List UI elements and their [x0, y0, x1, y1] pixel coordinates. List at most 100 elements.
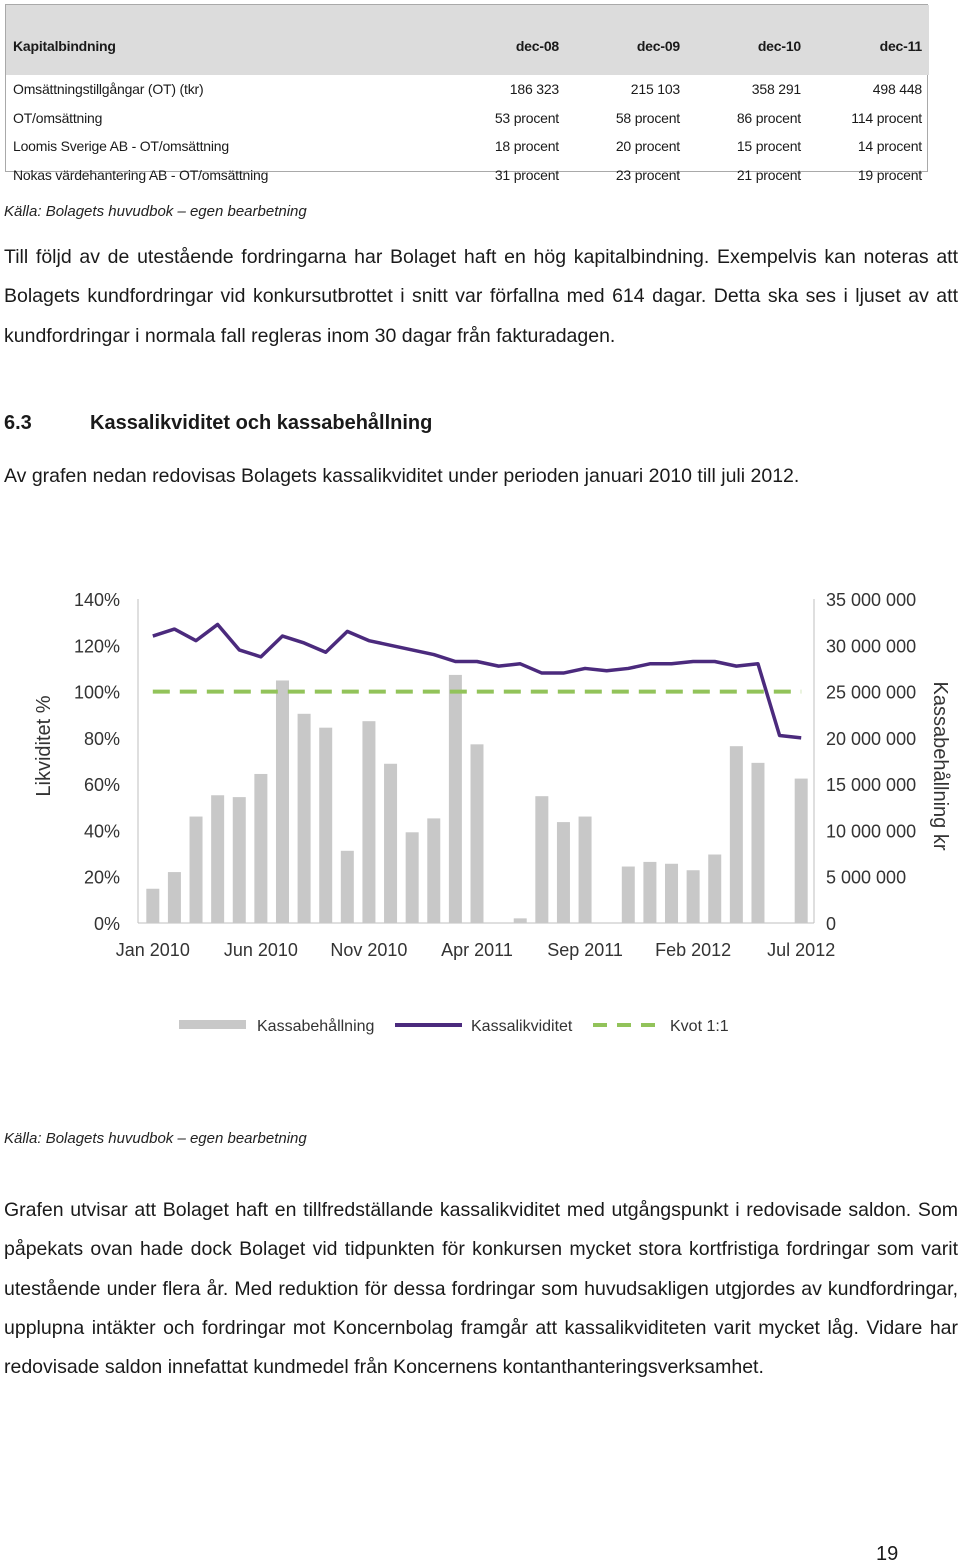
x-axis-tick-label: Feb 2012: [655, 940, 731, 960]
bar-kassabehallning: [535, 796, 549, 923]
table-header-cell: dec-10: [687, 5, 808, 75]
table-cell: 18 procent: [494, 138, 559, 155]
bar-kassabehallning: [621, 866, 635, 923]
bar-kassabehallning: [275, 680, 289, 923]
table-row: OT/omsättning 53 procent 58 procent 86 p…: [6, 104, 929, 133]
table-cell: 186 323: [509, 81, 559, 98]
legend-label: Kassabehållning: [257, 1017, 374, 1035]
x-axis-tick-label: Nov 2010: [330, 940, 407, 960]
x-axis-tick-label: Apr 2011: [441, 940, 513, 960]
right-axis-tick-label: 10 000 000: [826, 821, 916, 841]
bar-kassabehallning: [665, 863, 679, 923]
table-cell: 58 procent: [615, 109, 680, 126]
table-header-cell: dec-09: [566, 5, 687, 75]
table-cell: 86 procent: [736, 109, 801, 126]
bar-kassabehallning: [167, 872, 181, 923]
table-header-cell: dec-11: [808, 5, 929, 75]
table-cell: 14 procent: [857, 138, 922, 155]
x-axis-tick-label: Jun 2010: [224, 940, 298, 960]
left-axis-tick-label: 80%: [84, 729, 120, 749]
table-cell: 114 procent: [851, 109, 922, 126]
table-cell: 358 291: [751, 81, 801, 98]
left-axis-tick-label: 140%: [74, 590, 120, 610]
table-cell: 498 448: [872, 81, 922, 98]
bar-kassabehallning: [405, 832, 419, 923]
right-axis-tick-label: 35 000 000: [826, 590, 916, 610]
table-row: Nokas värdehantering AB - OT/omsättning …: [6, 161, 929, 190]
table-cell: Omsättningstillgångar (OT) (tkr): [13, 81, 204, 98]
bar-kassabehallning: [297, 713, 311, 923]
table-cell: OT/omsättning: [13, 109, 103, 126]
section-number: 6.3: [4, 412, 32, 434]
bar-kassabehallning: [794, 778, 808, 923]
x-axis-tick-label: Jan 2010: [116, 940, 190, 960]
source-note: Källa: Bolagets huvudbok – egen bearbetn…: [4, 1130, 307, 1147]
bar-kassabehallning: [189, 816, 203, 923]
right-axis-tick-label: 20 000 000: [826, 729, 916, 749]
table-grid: Kapitalbindning dec-08 dec-09 dec-10 dec…: [6, 5, 929, 189]
bar-kassabehallning: [556, 822, 570, 923]
right-axis-tick-label: 15 000 000: [826, 775, 916, 795]
table-row: Omsättningstillgångar (OT) (tkr) 186 323…: [6, 75, 929, 104]
table-header-cell: dec-08: [436, 5, 566, 75]
left-axis-tick-label: 60%: [84, 775, 120, 795]
left-axis-tick-label: 20%: [84, 868, 120, 888]
right-axis-tick-label: 30 000 000: [826, 636, 916, 656]
section-heading: 6.3 Kassalikviditet och kassabehållning: [4, 412, 432, 435]
bar-kassabehallning: [751, 762, 765, 923]
table-cell: 215 103: [630, 81, 680, 98]
bar-kassabehallning: [513, 918, 527, 923]
table-header-row: Kapitalbindning dec-08 dec-09 dec-10 dec…: [6, 5, 929, 75]
bar-kassabehallning: [340, 850, 354, 923]
bar-kassabehallning: [146, 888, 160, 923]
table-cell: 53 procent: [494, 109, 559, 126]
bar-kassabehallning: [232, 797, 246, 923]
section-title: Kassalikviditet och kassabehållning: [90, 412, 433, 434]
bar-kassabehallning: [319, 727, 333, 923]
table-cell: Nokas värdehantering AB - OT/omsättning: [13, 166, 269, 183]
bar-kassabehallning: [427, 818, 441, 923]
bar-kassabehallning: [470, 744, 484, 923]
page-number: 19: [876, 1543, 899, 1565]
table-cell: 23 procent: [615, 166, 680, 183]
right-axis-tick-label: 0: [826, 914, 836, 934]
bar-kassabehallning: [686, 870, 700, 923]
capital-binding-table: Kapitalbindning dec-08 dec-09 dec-10 dec…: [5, 4, 929, 183]
series-line-kassalikviditet: [152, 622, 802, 740]
right-axis-tick-label: 25 000 000: [826, 683, 916, 703]
bar-kassabehallning: [362, 721, 376, 923]
bar-kassabehallning: [448, 674, 462, 923]
bar-kassabehallning: [729, 746, 743, 923]
left-axis-tick-label: 0%: [94, 914, 120, 934]
legend-label: Kassalikviditet: [471, 1018, 573, 1035]
right-axis-label: Kassabehållning kr: [929, 682, 951, 851]
table-cell: 31 procent: [494, 166, 559, 183]
bar-kassabehallning: [384, 763, 398, 923]
x-axis-tick-label: Jul 2012: [767, 940, 835, 960]
table-row: Loomis Sverige AB - OT/omsättning 18 pro…: [6, 132, 929, 161]
table-cell: 21 procent: [736, 166, 801, 183]
left-axis-tick-label: 100%: [74, 683, 120, 703]
bar-kassabehallning: [578, 816, 592, 923]
body-paragraph: Till följd av de utestående fordringarna…: [4, 246, 958, 347]
table-cell: 20 procent: [615, 138, 680, 155]
body-paragraph: Grafen utvisar att Bolaget haft en tillf…: [4, 1199, 958, 1379]
chart-intro: Av grafen nedan redovisas Bolagets kassa…: [4, 465, 800, 487]
table-header-cell: Kapitalbindning: [6, 5, 436, 75]
legend-swatch-kassabehallning: [179, 1020, 246, 1029]
table-cell: Loomis Sverige AB - OT/omsättning: [13, 138, 229, 155]
right-axis-tick-label: 5 000 000: [826, 868, 906, 888]
x-axis-tick-label: Sep 2011: [547, 940, 623, 960]
bar-kassabehallning: [211, 795, 225, 923]
left-axis-tick-label: 120%: [74, 636, 120, 656]
table-cell: 15 procent: [736, 138, 801, 155]
left-axis-tick-label: 40%: [84, 821, 120, 841]
table-cell: 19 procent: [857, 166, 922, 183]
bar-kassabehallning: [708, 854, 722, 923]
source-note: Källa: Bolagets huvudbok – egen bearbetn…: [4, 203, 307, 220]
liquidity-chart: 0% 20% 40% 60% 80% 100% 120% 140% 0 5 000 000 10 0…: [33, 590, 951, 1035]
bar-kassabehallning: [643, 861, 657, 923]
bar-kassabehallning: [254, 773, 268, 923]
left-axis-label: Likviditet %: [33, 695, 55, 796]
legend-label: Kvot 1:1: [670, 1018, 729, 1035]
